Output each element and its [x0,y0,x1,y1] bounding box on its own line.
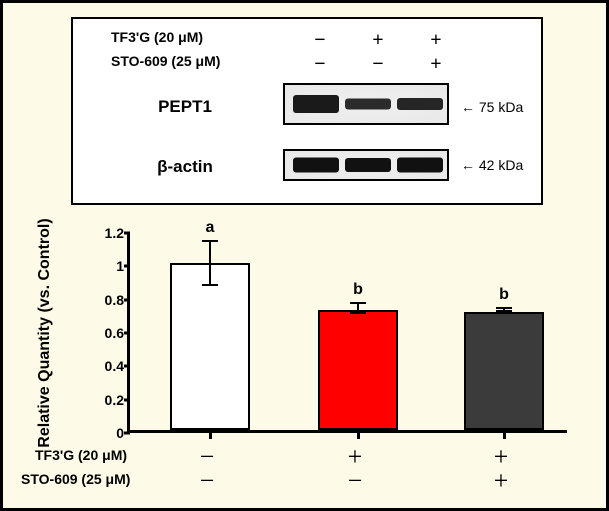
axis-symbol: + [315,447,395,467]
error-bar [209,241,211,284]
error-cap [496,307,512,309]
blot-band [345,158,391,172]
y-tick-mark [124,365,130,368]
treatment-symbol: + [421,53,451,76]
blot-band [397,158,443,173]
blot-band [293,158,339,173]
error-cap [496,310,512,312]
plot-area: abb [127,233,567,433]
y-tick-mark [124,298,130,301]
y-tick-mark [124,398,130,401]
treatment-label: STO-609 (25 μM) [111,53,220,69]
bar: b [318,310,398,430]
axis-treatment-label: TF3'G (20 μM) [35,447,127,463]
axis-symbol: − [167,447,247,467]
y-tick-mark [124,232,130,235]
y-tick-label: 0.2 [102,392,124,408]
y-tick-mark [124,332,130,335]
axis-symbol: − [315,471,395,491]
x-tick-mark [357,433,360,439]
y-tick-mark [124,432,130,435]
axis-treatment-label: STO-609 (25 μM) [21,471,130,487]
y-tick-label: 1 [102,258,124,274]
significance-label: b [466,286,542,304]
error-cap [350,312,366,314]
blot-lane-box [283,149,449,181]
size-label: ← 75 kDa [461,99,541,115]
treatment-symbol: − [305,29,335,52]
significance-label: b [320,281,396,299]
treatment-label: TF3'G (20 μM) [111,29,203,45]
y-tick-label: 0.6 [102,325,124,341]
x-tick-mark [209,433,212,439]
treatment-symbol: − [305,53,335,76]
western-blot-panel: TF3'G (20 μM) − + + STO-609 (25 μM) − − … [71,17,543,205]
blot-lane-box [283,83,449,125]
blot-band [397,98,443,110]
y-tick-label: 0.4 [102,358,124,374]
blot-band [345,99,391,110]
treatment-symbol: + [363,29,393,52]
blot-band [293,95,339,113]
significance-label: a [172,219,248,237]
y-tick-mark [124,265,130,268]
protein-label-actin: β-actin [125,157,245,177]
error-cap [202,284,218,286]
axis-symbol: − [167,471,247,491]
treatment-symbol: − [363,53,393,76]
axis-symbol: + [461,471,541,491]
bar-chart: Relative Quantity (vs. Control) abb TF3'… [47,233,567,477]
size-label: ← 42 kDa [461,157,541,173]
error-cap [202,240,218,242]
protein-label-pept1: PEPT1 [125,97,245,117]
axis-symbol: + [461,447,541,467]
y-tick-label: 1.2 [102,225,124,241]
x-tick-mark [503,433,506,439]
y-tick-label: 0.8 [102,292,124,308]
error-cap [350,302,366,304]
bar: a [170,263,250,430]
bar: b [464,312,544,430]
treatment-symbol: + [421,29,451,52]
y-tick-label: 0 [102,425,124,441]
y-axis-label: Relative Quantity (vs. Control) [36,218,54,447]
